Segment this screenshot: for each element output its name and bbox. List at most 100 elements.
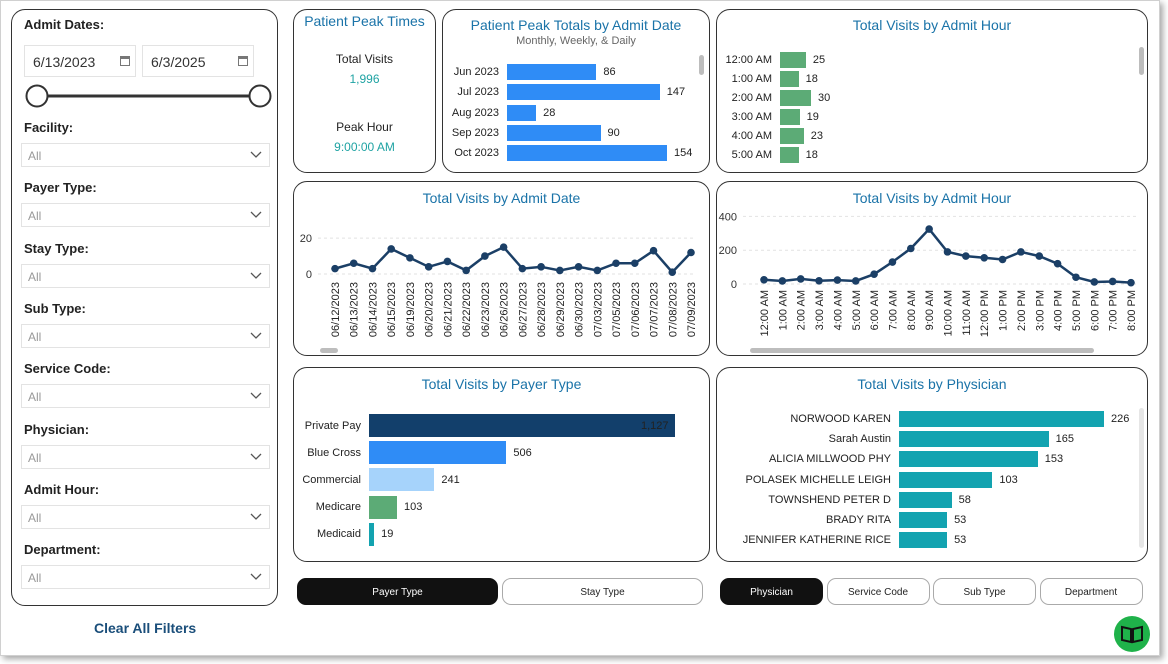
admit-hour-dropdown[interactable]: All <box>21 504 270 529</box>
calendar-icon[interactable] <box>120 56 130 66</box>
tab-service-code[interactable]: Service Code <box>826 578 930 605</box>
bar[interactable] <box>369 414 675 437</box>
hour-bar-row[interactable]: 3:00 AM 19 <box>717 109 1017 125</box>
data-point[interactable] <box>870 270 878 278</box>
data-point[interactable] <box>907 244 915 253</box>
data-point[interactable] <box>998 255 1007 264</box>
hour-bar-row[interactable]: 12:00 AM 25 <box>717 52 1017 68</box>
month-bar-row[interactable]: Aug 2023 28 <box>443 104 693 121</box>
bar[interactable] <box>780 90 811 106</box>
physician-dropdown[interactable]: All <box>21 444 270 469</box>
data-point[interactable] <box>833 276 842 284</box>
clear-all-filters-button[interactable]: Clear All Filters <box>94 620 197 636</box>
data-point[interactable] <box>518 264 527 273</box>
facility-dropdown[interactable]: All <box>21 143 270 167</box>
bar[interactable] <box>507 64 597 80</box>
vertical-scrollbar[interactable] <box>1139 47 1144 75</box>
physician-bar-row[interactable]: NORWOOD KAREN 226 <box>717 411 1137 427</box>
physician-bar-row[interactable]: TOWNSHEND PETER D 58 <box>717 491 1137 508</box>
data-point[interactable] <box>1035 252 1044 260</box>
horizontal-scrollbar[interactable] <box>750 348 1094 353</box>
payer-bar-row[interactable]: Medicaid 19 <box>294 522 704 546</box>
data-point[interactable] <box>1072 273 1080 282</box>
vertical-scrollbar[interactable] <box>1139 408 1144 548</box>
bar[interactable] <box>507 104 537 121</box>
bar[interactable] <box>507 145 667 162</box>
bar[interactable] <box>369 495 397 519</box>
data-point[interactable] <box>668 268 677 277</box>
data-point[interactable] <box>760 275 768 284</box>
physician-bar-row[interactable]: JENNIFER KATHERINE RICE 53 <box>717 532 1137 549</box>
physician-bar-row[interactable]: POLASEK MICHELLE LEIGH 103 <box>717 471 1137 488</box>
tab-sub-type[interactable]: Sub Type <box>933 578 1036 605</box>
slider-start-handle[interactable] <box>25 84 49 108</box>
data-point[interactable] <box>612 259 620 268</box>
data-point[interactable] <box>630 259 639 268</box>
data-point[interactable] <box>406 254 414 262</box>
hour-bar-row[interactable]: 5:00 AM 18 <box>717 147 1017 163</box>
data-point[interactable] <box>331 264 339 273</box>
data-point[interactable] <box>980 253 988 262</box>
data-point[interactable] <box>778 277 787 285</box>
data-point[interactable] <box>925 225 933 233</box>
data-point[interactable] <box>943 248 952 256</box>
data-point[interactable] <box>1053 259 1062 268</box>
data-point[interactable] <box>443 257 452 266</box>
data-point[interactable] <box>1108 277 1117 286</box>
hour-bar-row[interactable]: 1:00 AM 18 <box>717 71 1017 87</box>
vertical-scrollbar[interactable] <box>699 55 704 75</box>
bar[interactable] <box>780 109 800 125</box>
payer-bar-row[interactable]: Commercial 241 <box>294 468 704 492</box>
data-point[interactable] <box>851 277 860 285</box>
data-point[interactable] <box>815 276 823 285</box>
payer-bar-row[interactable]: Blue Cross 506 <box>294 441 704 465</box>
hour-bar-row[interactable]: 2:00 AM 30 <box>717 90 1017 106</box>
department-dropdown[interactable]: All <box>21 565 270 590</box>
data-point[interactable] <box>649 246 658 255</box>
tab-physician[interactable]: Physician <box>720 578 823 605</box>
payer-bar-row[interactable]: Private Pay 1,127 <box>294 414 704 437</box>
sub-type-dropdown[interactable]: All <box>21 323 270 348</box>
bar[interactable] <box>899 532 948 549</box>
horizontal-scrollbar[interactable] <box>320 348 338 353</box>
bar[interactable] <box>507 124 601 141</box>
bar[interactable] <box>369 441 507 465</box>
data-point[interactable] <box>424 263 433 271</box>
bar[interactable] <box>899 471 993 488</box>
bar[interactable] <box>780 71 799 87</box>
data-point[interactable] <box>481 252 489 260</box>
data-point[interactable] <box>462 266 470 275</box>
data-point[interactable] <box>1090 278 1099 286</box>
data-point[interactable] <box>1017 248 1025 256</box>
bar[interactable] <box>369 468 435 492</box>
bar[interactable] <box>369 522 375 546</box>
bar[interactable] <box>899 431 1049 448</box>
bar[interactable] <box>899 491 952 508</box>
calendar-icon[interactable] <box>238 56 248 66</box>
data-point[interactable] <box>537 263 545 271</box>
month-bar-row[interactable]: Jul 2023 147 <box>443 84 693 101</box>
stay-type-dropdown[interactable]: All <box>21 263 270 288</box>
bar[interactable] <box>899 451 1038 468</box>
data-point[interactable] <box>574 263 583 271</box>
slider-end-handle[interactable] <box>248 84 272 108</box>
physician-bar-row[interactable]: BRADY RITA 53 <box>717 512 1137 528</box>
bar[interactable] <box>507 84 660 101</box>
payer-type-dropdown[interactable]: All <box>21 203 270 228</box>
start-date-input[interactable]: 6/13/2023 <box>24 45 136 77</box>
month-bar-row[interactable]: Oct 2023 154 <box>443 145 693 162</box>
guide-button[interactable] <box>1114 616 1150 652</box>
data-point[interactable] <box>687 248 695 257</box>
end-date-input[interactable]: 6/3/2025 <box>142 45 254 77</box>
bar[interactable] <box>899 512 948 528</box>
bar[interactable] <box>780 128 804 144</box>
data-point[interactable] <box>962 252 970 260</box>
data-point[interactable] <box>593 266 602 275</box>
data-point[interactable] <box>1127 278 1135 287</box>
data-point[interactable] <box>888 258 897 266</box>
physician-bar-row[interactable]: ALICIA MILLWOOD PHY 153 <box>717 451 1137 468</box>
bar[interactable] <box>780 147 799 163</box>
data-point[interactable] <box>387 245 396 253</box>
physician-bar-row[interactable]: Sarah Austin 165 <box>717 431 1137 448</box>
data-point[interactable] <box>349 259 358 268</box>
